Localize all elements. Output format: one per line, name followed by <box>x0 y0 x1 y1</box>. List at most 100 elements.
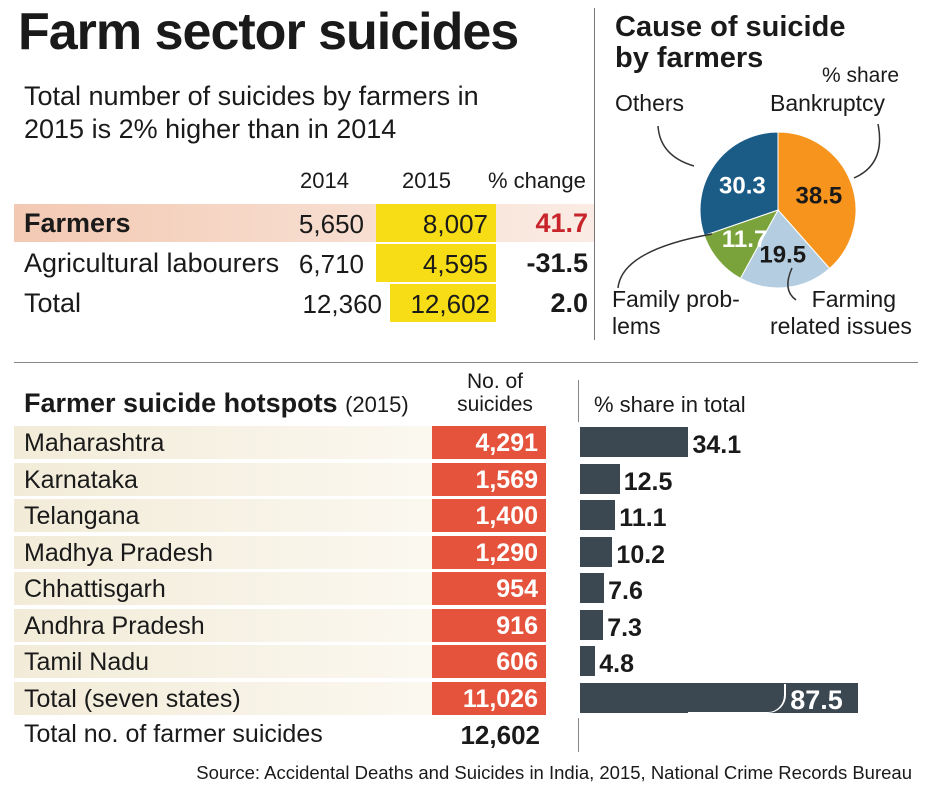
col-header-2014: 2014 <box>300 168 349 193</box>
total-suicides-value: 12,602 <box>460 720 540 750</box>
axis-tick <box>578 380 579 422</box>
share-bar <box>580 646 596 676</box>
state-label: Telangana <box>24 502 140 530</box>
state-label: Chhattisgarh <box>24 575 166 603</box>
hotspots-title: Farmer suicide hotspots (2015) <box>24 388 409 419</box>
total-suicides-label: Total no. of farmer suicides <box>24 720 323 748</box>
row-label: Total <box>24 288 82 318</box>
pie-chart: 38.5 19.511.7 30.3 <box>617 123 881 301</box>
value-2015: 8,007 <box>422 209 488 239</box>
horizontal-divider <box>14 362 918 363</box>
pie-label-others: Others <box>615 90 685 116</box>
pie-unit-label: % share <box>822 64 900 87</box>
suicide-count: 954 <box>496 575 538 603</box>
col-header-suicides: No. of suicides <box>440 370 550 416</box>
table-row-farmers: Farmers 5,650 8,007 41.7 <box>14 204 594 242</box>
col-header-change: % change <box>488 168 586 193</box>
share-bar <box>580 573 605 603</box>
table-row: Andhra Pradesh <box>14 608 432 642</box>
share-value: 4.8 <box>599 650 635 678</box>
col-header-suicides-line1: No. of <box>466 370 524 393</box>
suicide-count: 916 <box>496 611 538 640</box>
suicide-count: 1,290 <box>475 538 538 567</box>
value-change: 2.0 <box>550 288 588 318</box>
col-header-suicides-line2: suicides <box>457 393 533 416</box>
value-change: -31.5 <box>526 248 588 278</box>
pie-slice-others-value: 30.3 <box>719 173 766 200</box>
pie-title-line2: by farmers <box>615 42 764 74</box>
highlight-2015 <box>376 244 496 282</box>
table-row: Telangana <box>14 499 432 532</box>
subtitle: Total number of suicides by farmers in 2… <box>24 81 479 144</box>
suicide-count-cell: 1,569 <box>432 462 546 496</box>
suicide-count: 11,026 <box>462 684 538 713</box>
pie-slice-farming <box>739 209 831 289</box>
value-2014: 12,360 <box>302 289 382 319</box>
suicide-count: 4,291 <box>475 429 538 457</box>
pie-label-family-line2: lems <box>612 313 661 339</box>
pie-label-farming: Farming related issues <box>770 286 912 340</box>
share-bar <box>580 463 620 494</box>
share-bar <box>580 682 859 713</box>
pie-connector-family <box>617 233 713 289</box>
share-bar <box>580 427 689 457</box>
pie-connector-farming <box>787 267 797 301</box>
source-note: Source: Accidental Deaths and Suicides i… <box>196 762 912 783</box>
table-row-total: Total 12,360 12,602 2.0 <box>14 284 594 322</box>
suicide-count-cell: 954 <box>432 572 546 605</box>
state-label: Total (seven states) <box>24 684 241 713</box>
pie-slice-family-value: 11.7 <box>722 226 767 253</box>
table-row: Karnataka <box>14 462 432 496</box>
suicide-count-cell: 4,291 <box>432 426 546 459</box>
pie-label-farming-line2: related issues <box>770 313 912 339</box>
table-row-labourers: Agricultural labourers 6,710 4,595 -31.5 <box>14 244 594 282</box>
share-value: 7.3 <box>607 613 642 642</box>
col-header-2015: 2015 <box>402 168 451 193</box>
share-value: 87.5 <box>790 684 843 715</box>
vertical-divider <box>594 8 595 340</box>
pie-label-bankruptcy: Bankruptcy <box>770 90 886 116</box>
table-row: Chhattisgarh <box>14 572 432 605</box>
pie-label-family: Family prob- lems <box>612 286 740 340</box>
suicide-count-cell: 1,400 <box>432 499 546 532</box>
suicide-count: 606 <box>496 648 538 676</box>
state-label: Andhra Pradesh <box>24 611 205 640</box>
table-row: Tamil Nadu <box>14 645 432 678</box>
pie-label-family-line1: Family prob- <box>612 286 740 312</box>
pie-slice-others <box>699 131 779 237</box>
hotspots-title-text: Farmer suicide hotspots <box>24 388 338 418</box>
row-label: Agricultural labourers <box>24 248 280 278</box>
value-change: 41.7 <box>535 208 588 238</box>
share-value: 11.1 <box>619 504 667 532</box>
hotspots-year: (2015) <box>345 392 409 417</box>
suicide-count-cell: 916 <box>432 608 546 642</box>
suicide-count: 1,569 <box>475 465 538 494</box>
table-row: Total (seven states) <box>14 681 432 715</box>
share-bar <box>580 500 616 530</box>
state-label: Tamil Nadu <box>24 648 150 676</box>
suicide-count: 1,400 <box>475 502 538 530</box>
suicide-count-cell: 11,026 <box>432 681 546 715</box>
pie-title: Cause of suicide by farmers <box>615 12 845 74</box>
col-header-share: % share in total <box>594 392 746 417</box>
table-row: Madhya Pradesh <box>14 535 432 569</box>
highlight-2015 <box>376 204 496 242</box>
highlight-2015 <box>390 284 496 322</box>
pie-title-line1: Cause of suicide <box>615 11 846 43</box>
pie-label-farming-line1: Farming <box>811 286 896 312</box>
state-label: Maharashtra <box>24 429 165 457</box>
pie-connector-others <box>657 125 695 167</box>
scale-break-mark <box>688 683 787 713</box>
share-value: 7.6 <box>608 577 643 605</box>
table-row: Maharashtra <box>14 426 432 459</box>
row-highlight <box>14 204 594 242</box>
value-2015: 12,602 <box>410 289 490 319</box>
pie-connector-bankruptcy <box>853 123 881 179</box>
pie-slice-bankruptcy <box>777 131 857 270</box>
share-bar <box>580 536 613 567</box>
value-2015: 4,595 <box>422 249 488 279</box>
value-2014: 6,710 <box>298 249 364 279</box>
page-title: Farm sector suicides <box>18 3 519 61</box>
value-2014: 5,650 <box>298 209 364 239</box>
share-value: 34.1 <box>692 431 742 459</box>
